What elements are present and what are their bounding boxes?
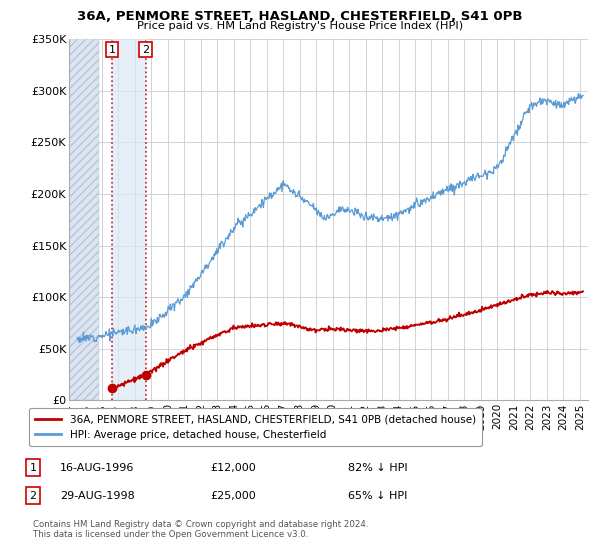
Text: 16-AUG-1996: 16-AUG-1996	[60, 463, 134, 473]
Text: £25,000: £25,000	[210, 491, 256, 501]
Text: £12,000: £12,000	[210, 463, 256, 473]
Text: Contains HM Land Registry data © Crown copyright and database right 2024.
This d: Contains HM Land Registry data © Crown c…	[33, 520, 368, 539]
Bar	[112, 39, 146, 400]
Text: 29-AUG-1998: 29-AUG-1998	[60, 491, 135, 501]
Text: 36A, PENMORE STREET, HASLAND, CHESTERFIELD, S41 0PB: 36A, PENMORE STREET, HASLAND, CHESTERFIE…	[77, 10, 523, 23]
Text: 65% ↓ HPI: 65% ↓ HPI	[348, 491, 407, 501]
Text: 1: 1	[109, 45, 116, 55]
Text: 2: 2	[142, 45, 149, 55]
Text: 1: 1	[29, 463, 37, 473]
Text: 82% ↓ HPI: 82% ↓ HPI	[348, 463, 407, 473]
Bar	[69, 39, 98, 400]
Text: 2: 2	[29, 491, 37, 501]
Legend: 36A, PENMORE STREET, HASLAND, CHESTERFIELD, S41 0PB (detached house), HPI: Avera: 36A, PENMORE STREET, HASLAND, CHESTERFIE…	[29, 408, 482, 446]
Text: Price paid vs. HM Land Registry's House Price Index (HPI): Price paid vs. HM Land Registry's House …	[137, 21, 463, 31]
